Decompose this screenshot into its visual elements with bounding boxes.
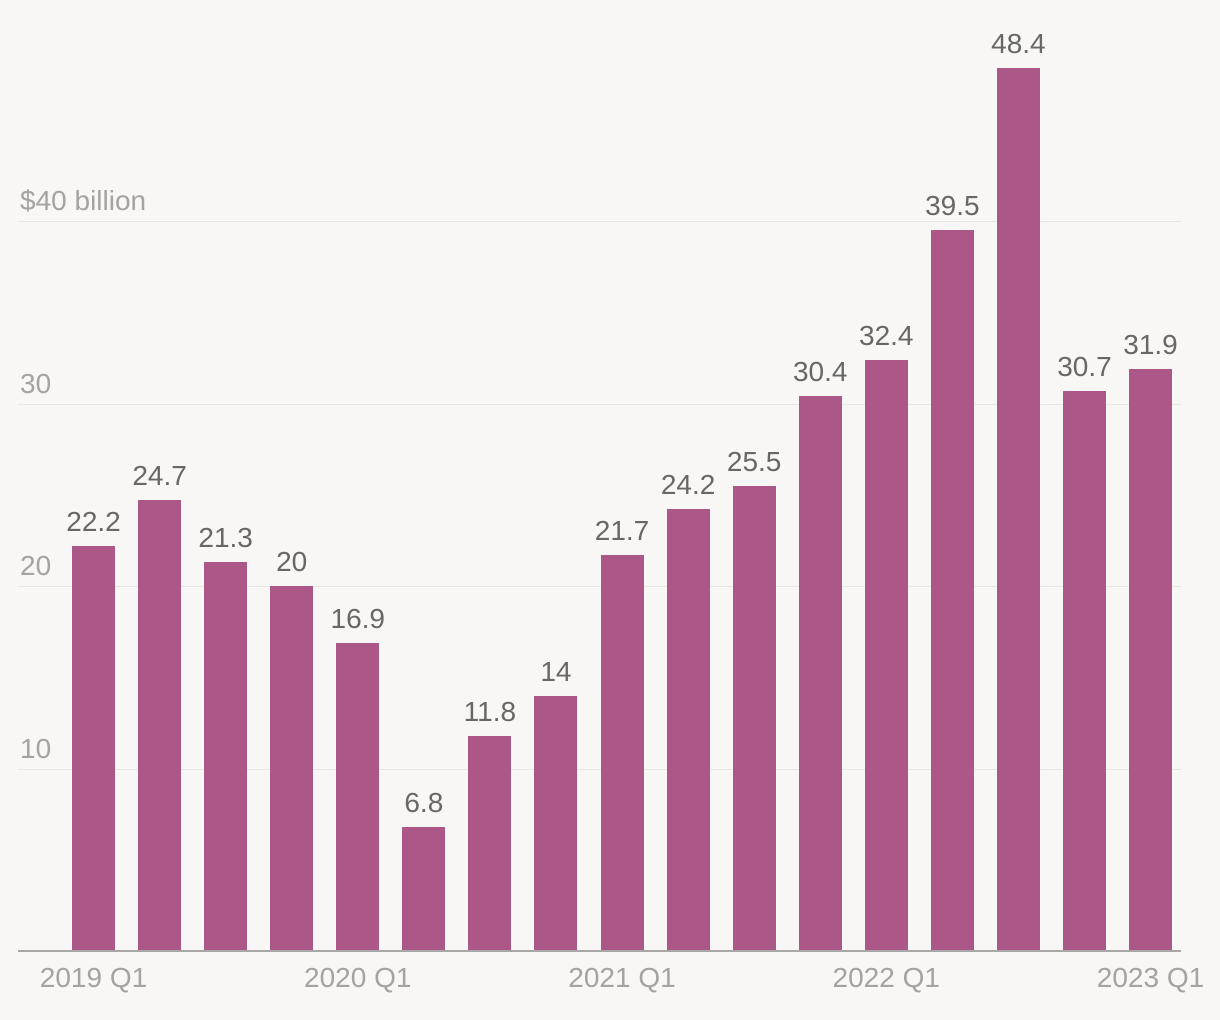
bar-2022-q3	[996, 67, 1040, 951]
x-axis-tick-label: 2020 Q1	[304, 962, 412, 993]
bar-2021-q4	[798, 396, 842, 951]
bar-value-label: 24.2	[660, 469, 716, 501]
bar-value-label: 14	[540, 655, 572, 687]
y-axis-tick-label: 30	[20, 367, 52, 399]
bar-2020-q1	[336, 642, 380, 951]
y-axis-tick-label: 20	[20, 550, 52, 581]
bar-value-label: 39.5	[925, 190, 980, 222]
bar-2022-q2	[930, 230, 974, 951]
bar-value-label: 31.9	[1123, 328, 1178, 360]
x-axis-tick-label: 2021 Q1	[568, 962, 676, 993]
bar-2022-q1	[864, 359, 908, 951]
x-axis-tick-label: 2023 Q1	[1096, 962, 1205, 993]
gridline-30	[18, 403, 1181, 405]
bar-value-label: 25.5	[726, 445, 782, 477]
bar-2021-q3	[732, 485, 776, 951]
y-axis-tick-label: $40 billion	[20, 185, 147, 216]
bar-2019-q3	[204, 562, 248, 951]
bar-value-label: 24.7	[132, 460, 187, 492]
bar-2022-q4	[1062, 390, 1106, 951]
bar-value-label: 21.7	[594, 514, 650, 546]
bar-2023-q1	[1129, 368, 1172, 951]
bar-value-label: 30.4	[792, 356, 848, 388]
gridline-40	[18, 221, 1181, 222]
bar-value-label: 11.8	[463, 695, 517, 727]
bar-value-label: 32.4	[859, 319, 914, 351]
bar-value-label: 20	[276, 546, 308, 577]
bar-2020-q3	[468, 735, 512, 951]
bar-value-label: 30.7	[1057, 350, 1112, 382]
bar-2019-q2	[138, 500, 182, 951]
x-axis-tick-label: 2019 Q1	[39, 962, 148, 993]
bar-2021-q1	[600, 554, 644, 951]
bar-2019-q4	[270, 586, 314, 951]
bar-2021-q2	[666, 509, 710, 951]
bar-2019-q1	[72, 545, 115, 951]
x-axis-tick-label: 2022 Q1	[832, 962, 940, 993]
bar-value-label: 48.4	[991, 27, 1046, 59]
bar-value-label: 22.2	[66, 505, 121, 537]
gridline-20	[18, 586, 1181, 587]
bar-2020-q2	[402, 826, 446, 951]
y-axis-tick-label: 10	[20, 732, 52, 764]
bar-value-label: 6.8	[404, 786, 444, 818]
x-axis-line	[18, 950, 1181, 952]
bar-value-label: 16.9	[330, 602, 386, 634]
bar-value-label: 21.3	[198, 522, 253, 554]
gridline-10	[18, 768, 1181, 770]
bar-2020-q4	[534, 695, 578, 951]
